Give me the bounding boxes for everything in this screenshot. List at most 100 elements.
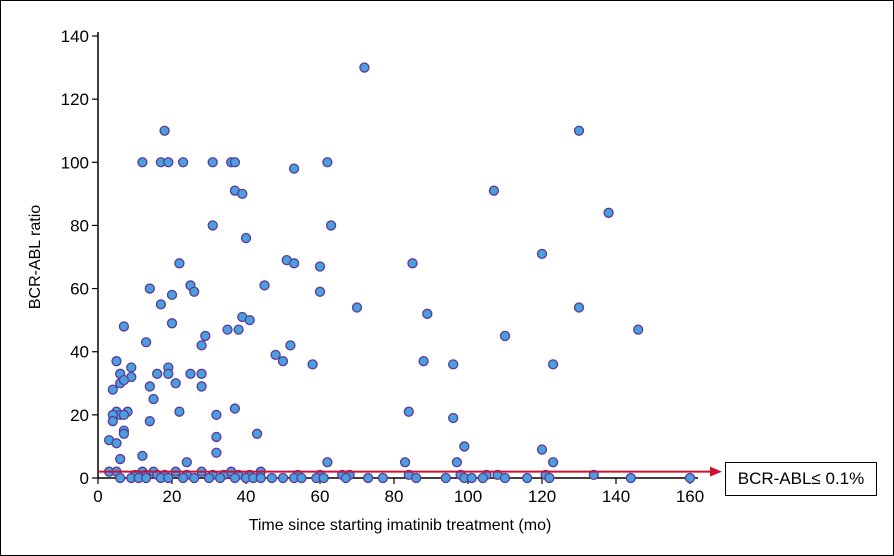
data-point: [174, 258, 185, 269]
data-point: [633, 324, 644, 335]
data-point: [603, 207, 614, 218]
x-tick-label: 120: [528, 487, 556, 506]
x-tick-label: 140: [602, 487, 630, 506]
data-point: [451, 457, 463, 468]
data-point: [322, 457, 333, 468]
data-point: [207, 220, 218, 231]
data-point: [625, 472, 636, 484]
data-point: [185, 368, 196, 379]
data-point: [118, 321, 130, 332]
data-point: [459, 441, 470, 452]
data-point: [229, 472, 241, 484]
data-point: [536, 444, 548, 455]
data-point: [544, 472, 555, 484]
data-point: [411, 472, 422, 484]
y-axis-label: BCR-ABL ratio: [27, 205, 44, 309]
data-point: [422, 308, 433, 319]
data-point: [448, 359, 459, 370]
data-point: [140, 337, 152, 348]
data-point: [196, 340, 207, 351]
data-point: [107, 384, 118, 395]
data-point: [403, 406, 414, 417]
data-point: [118, 409, 130, 421]
y-tick-label: 100: [61, 153, 89, 172]
data-point: [522, 472, 533, 484]
data-point: [233, 324, 244, 335]
data-point: [418, 356, 429, 367]
data-point: [196, 368, 207, 379]
data-point: [111, 438, 122, 449]
data-point: [137, 157, 148, 168]
data-point: [118, 428, 130, 439]
data-point: [144, 381, 155, 392]
data-point: [200, 330, 211, 342]
data-point: [488, 185, 500, 196]
data-point: [314, 286, 326, 297]
data-point: [362, 472, 374, 484]
data-point: [407, 258, 418, 269]
x-tick-label: 100: [454, 487, 482, 506]
data-point: [140, 472, 152, 484]
data-point: [118, 374, 130, 386]
data-point: [547, 359, 559, 370]
data-point: [307, 359, 318, 370]
data-point: [499, 472, 511, 484]
data-point: [477, 472, 488, 484]
data-point: [163, 472, 174, 484]
data-point: [211, 431, 222, 443]
x-tick-label: 80: [385, 487, 404, 506]
data-point: [573, 125, 585, 136]
data-point: [255, 472, 266, 484]
data-point: [137, 450, 148, 462]
data-point: [296, 472, 307, 484]
data-point: [314, 261, 326, 272]
data-point: [266, 472, 278, 484]
y-tick-label: 40: [70, 343, 89, 362]
data-point: [288, 258, 300, 269]
data-point: [189, 286, 200, 297]
data-point: [499, 330, 511, 342]
data-point: [440, 472, 451, 484]
data-point: [159, 125, 170, 136]
data-point: [318, 472, 329, 484]
data-point: [244, 314, 255, 326]
arrowhead-icon: [710, 466, 722, 477]
data-point: [196, 381, 207, 392]
data-point: [174, 406, 185, 417]
data-point: [107, 416, 118, 427]
data-point: [166, 318, 178, 329]
data-points: [103, 62, 696, 484]
data-point: [399, 457, 411, 468]
data-point: [166, 289, 178, 301]
data-point: [359, 62, 370, 73]
data-point: [177, 157, 189, 168]
data-point: [111, 356, 122, 367]
data-point: [211, 447, 222, 458]
x-tick-label: 20: [163, 487, 182, 506]
data-point: [277, 356, 289, 367]
data-point: [251, 428, 263, 439]
data-point: [155, 299, 167, 310]
data-point: [237, 188, 248, 200]
x-tick-label: 0: [93, 487, 102, 506]
x-tick-label: 160: [676, 487, 704, 506]
data-point: [340, 472, 352, 484]
x-tick-label: 40: [237, 487, 256, 506]
y-tick-label: 0: [80, 469, 89, 488]
data-point: [322, 157, 333, 168]
data-point: [277, 472, 289, 484]
data-point: [214, 472, 226, 484]
data-point: [325, 220, 337, 231]
y-tick-label: 140: [61, 27, 89, 46]
threshold-arrow: [98, 466, 722, 477]
data-point: [684, 472, 696, 484]
data-point: [259, 280, 270, 291]
data-point: [152, 368, 163, 379]
data-point: [148, 393, 159, 405]
data-point: [181, 457, 192, 468]
data-point: [270, 349, 281, 361]
data-point: [189, 472, 200, 484]
data-point: [285, 340, 296, 351]
data-point: [466, 472, 477, 484]
